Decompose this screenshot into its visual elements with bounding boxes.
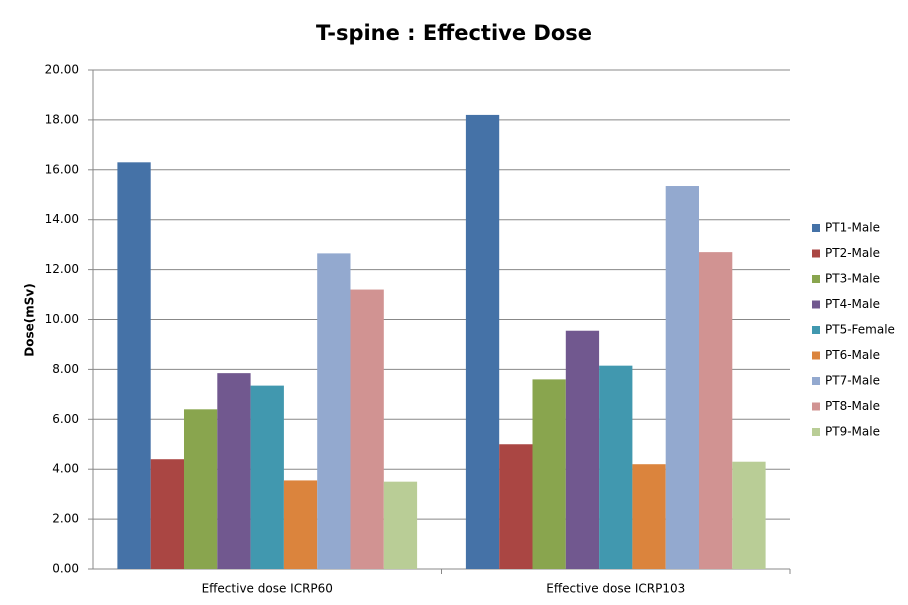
- bar: [317, 253, 351, 569]
- x-tick-label: Effective dose ICRP103: [546, 582, 685, 596]
- y-tick-label: 20.00: [45, 63, 79, 77]
- bar: [217, 373, 251, 569]
- y-tick-label: 8.00: [52, 362, 79, 376]
- legend-label: PT8-Male: [825, 399, 880, 413]
- legend-swatch: [812, 377, 820, 385]
- bar: [732, 461, 766, 569]
- legend-swatch: [812, 249, 820, 258]
- legend-label: PT9-Male: [825, 425, 880, 439]
- legend-label: PT2-Male: [825, 246, 880, 260]
- bar: [350, 289, 384, 569]
- legend-label: PT7-Male: [825, 374, 880, 388]
- legend-label: PT5-Female: [825, 323, 895, 337]
- legend-label: PT6-Male: [825, 348, 880, 362]
- y-tick-label: 6.00: [52, 412, 79, 426]
- legend-swatch: [812, 351, 820, 360]
- legend-label: PT1-Male: [825, 221, 880, 235]
- bar: [499, 444, 533, 569]
- bar: [532, 379, 566, 569]
- bar: [632, 464, 666, 569]
- bar: [383, 481, 418, 569]
- chart-title: T-spine : Effective Dose: [316, 21, 592, 45]
- bar: [150, 459, 184, 569]
- legend-swatch: [812, 224, 820, 232]
- y-axis-label: Dose(mSv): [23, 283, 37, 356]
- y-tick-label: 18.00: [45, 112, 79, 126]
- legend-swatch: [812, 300, 820, 309]
- legend-swatch: [812, 402, 820, 411]
- y-tick-label: 4.00: [52, 462, 79, 476]
- y-tick-label: 10.00: [45, 312, 79, 326]
- legend-swatch: [812, 428, 820, 436]
- legend-swatch: [812, 326, 820, 334]
- legend-label: PT4-Male: [825, 297, 880, 311]
- bar: [665, 186, 700, 569]
- legend-swatch: [812, 275, 820, 283]
- bar: [599, 365, 633, 569]
- y-tick-label: 16.00: [45, 162, 79, 176]
- bar: [183, 409, 218, 569]
- y-tick-label: 12.00: [45, 262, 79, 276]
- bar: [250, 385, 284, 569]
- y-tick-label: 2.00: [52, 512, 79, 526]
- bar: [699, 252, 733, 569]
- x-tick-label: Effective dose ICRP60: [202, 582, 333, 596]
- bar: [565, 330, 600, 569]
- legend-label: PT3-Male: [825, 272, 880, 286]
- bar: [465, 114, 500, 569]
- bar: [283, 480, 318, 569]
- bar: [117, 162, 151, 569]
- y-tick-label: 14.00: [45, 212, 79, 226]
- y-tick-label: 0.00: [52, 562, 79, 576]
